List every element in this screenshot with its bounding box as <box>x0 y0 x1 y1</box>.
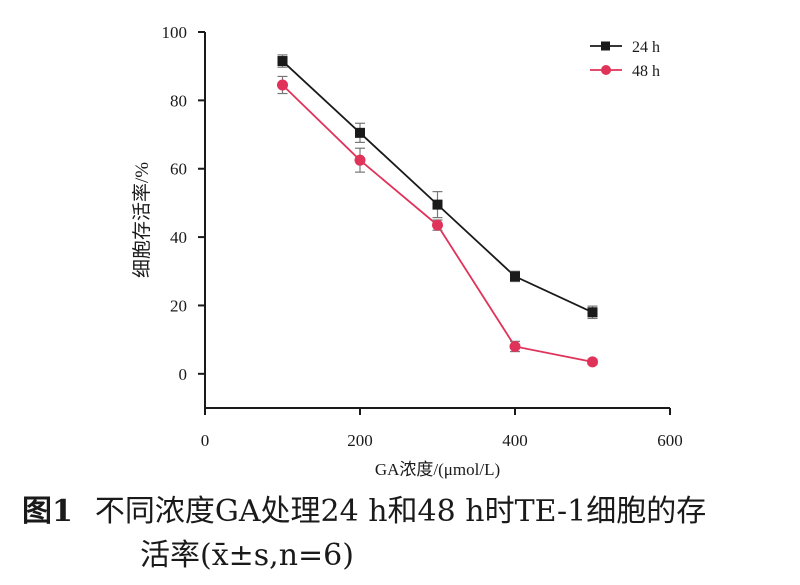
legend: 24 h 48 h <box>590 39 660 80</box>
series-2 <box>277 75 598 368</box>
data-point <box>354 154 366 166</box>
legend-marker <box>601 65 611 75</box>
line-chart: 0 20 40 60 80 100 0 200 400 600 细胞存活率/% GA浓度/(μm… <box>131 23 683 479</box>
data-point <box>432 199 443 210</box>
x-axis-label: GA浓度/(μmol/L) <box>375 460 500 479</box>
caption-line-2: 活率(x̄±s,n=6) <box>140 538 354 573</box>
x-tick-label: 200 <box>347 431 373 450</box>
y-tick-label: 100 <box>162 23 188 42</box>
y-axis-label: 细胞存活率/% <box>131 162 153 278</box>
y-tick-label: 0 <box>179 365 188 384</box>
data-point <box>432 219 443 231</box>
legend-marker <box>601 41 610 51</box>
data-point <box>509 340 521 352</box>
y-tick-label: 20 <box>170 296 187 315</box>
x-tick-label: 600 <box>657 431 683 450</box>
figure-caption: 图1 不同浓度GA处理24 h和48 h时TE-1细胞的存 活率(x̄±s,n=6… <box>22 490 792 578</box>
x-tick-label: 400 <box>502 431 528 450</box>
y-tick-label: 40 <box>170 228 187 247</box>
legend-item: 48 h <box>590 63 660 80</box>
y-tick-label: 80 <box>170 91 187 110</box>
legend-label: 48 h <box>632 63 660 80</box>
caption-line-1: 不同浓度GA处理24 h和48 h时TE-1细胞的存 <box>94 494 707 529</box>
data-point <box>355 127 365 138</box>
x-ticks: 0 200 400 600 <box>201 408 683 450</box>
legend-label: 24 h <box>632 39 660 56</box>
data-point <box>587 356 598 368</box>
series-layer <box>277 54 598 368</box>
figure-number: 图1 <box>22 494 73 529</box>
series-1 <box>277 54 598 320</box>
legend-item: 24 h <box>590 39 660 56</box>
x-tick-label: 0 <box>201 431 210 450</box>
axes <box>204 32 670 409</box>
data-point <box>277 56 288 67</box>
y-tick-label: 60 <box>170 160 187 179</box>
data-point <box>277 79 288 91</box>
series-line <box>281 60 593 314</box>
data-point <box>587 307 598 318</box>
data-point <box>510 271 520 282</box>
y-ticks: 0 20 40 60 80 100 <box>162 23 205 384</box>
